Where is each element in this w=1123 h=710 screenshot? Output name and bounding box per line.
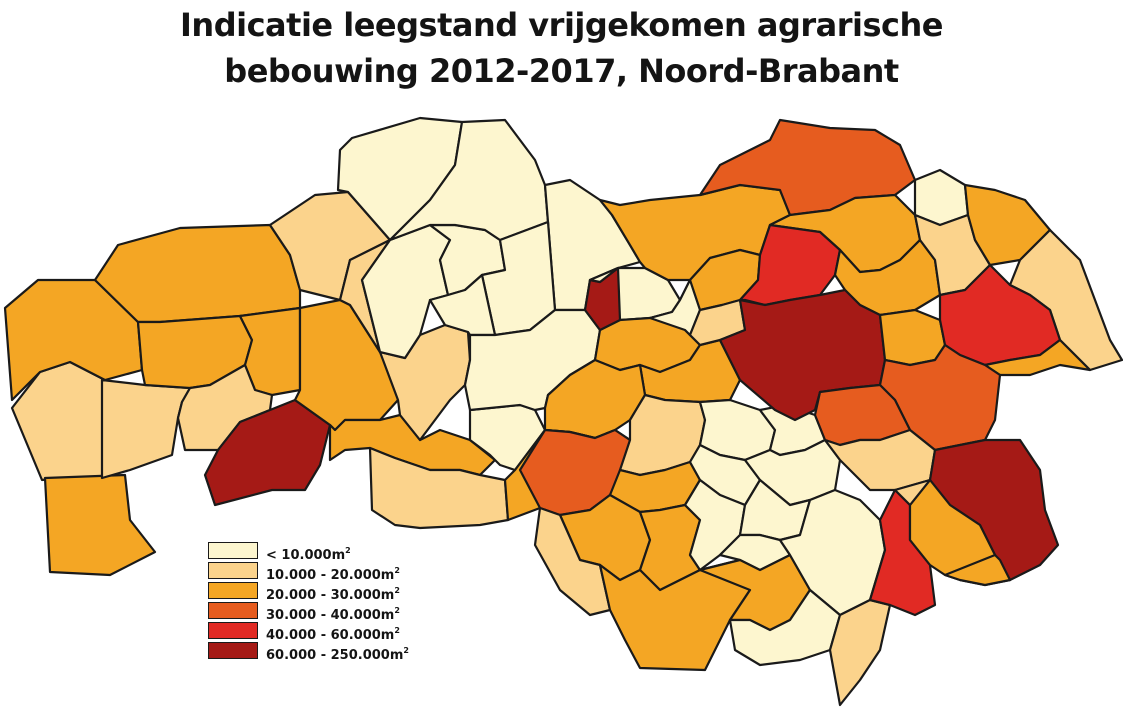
- legend-label: 40.000 - 60.000m2: [266, 622, 400, 644]
- legend-item: < 10.000m2: [208, 542, 508, 563]
- legend-label: 60.000 - 250.000m2: [266, 642, 409, 664]
- map-region: [93, 223, 302, 324]
- legend-label-text: 40.000 - 60.000m: [266, 628, 395, 643]
- legend-label-exponent: 2: [345, 546, 351, 555]
- legend-label-exponent: 2: [394, 606, 400, 615]
- legend-swatch: [208, 582, 258, 599]
- legend-label: 10.000 - 20.000m2: [266, 562, 400, 584]
- legend-swatch: [208, 562, 258, 579]
- map-region: [3, 278, 144, 402]
- map-region: [828, 598, 892, 707]
- legend-item: 20.000 - 30.000m2: [208, 582, 508, 603]
- map-region: [893, 478, 932, 507]
- legend-item: 40.000 - 60.000m2: [208, 622, 508, 643]
- map-title-line-1: Indicatie leegstand vrijgekomen agrarisc…: [180, 6, 943, 44]
- legend-label-text: 10.000 - 20.000m: [266, 568, 395, 583]
- legend-label-exponent: 2: [394, 626, 400, 635]
- map-region: [588, 266, 620, 284]
- region-layer: [3, 116, 1123, 707]
- legend-label-text: 20.000 - 30.000m: [266, 588, 395, 603]
- map-region: [100, 378, 192, 480]
- legend-label-text: 60.000 - 250.000m: [266, 648, 404, 663]
- legend-label-text: 30.000 - 40.000m: [266, 608, 395, 623]
- map-region: [43, 473, 157, 577]
- legend-swatch: [208, 602, 258, 619]
- legend-label-exponent: 2: [394, 586, 400, 595]
- map-region: [983, 338, 1092, 377]
- map-title-line-2: bebouwing 2012-2017, Noord-Brabant: [224, 52, 899, 90]
- legend-item: 30.000 - 40.000m2: [208, 602, 508, 623]
- legend-label-exponent: 2: [394, 566, 400, 575]
- legend-item: 10.000 - 20.000m2: [208, 562, 508, 583]
- legend-label: 30.000 - 40.000m2: [266, 602, 400, 624]
- map-region: [648, 278, 702, 337]
- map-region: [878, 308, 947, 367]
- legend-swatch: [208, 622, 258, 639]
- legend-label: 20.000 - 30.000m2: [266, 582, 400, 604]
- legend-swatch: [208, 542, 258, 559]
- legend-swatch: [208, 642, 258, 659]
- map-region: [203, 398, 332, 507]
- map-title: Indicatie leegstand vrijgekomen agrarisc…: [0, 2, 1123, 94]
- legend-label-text: < 10.000m: [266, 548, 346, 563]
- map-region: [943, 553, 1012, 587]
- legend-item: 60.000 - 250.000m2: [208, 642, 508, 663]
- legend-label: < 10.000m2: [266, 542, 351, 564]
- legend-label-exponent: 2: [403, 646, 409, 655]
